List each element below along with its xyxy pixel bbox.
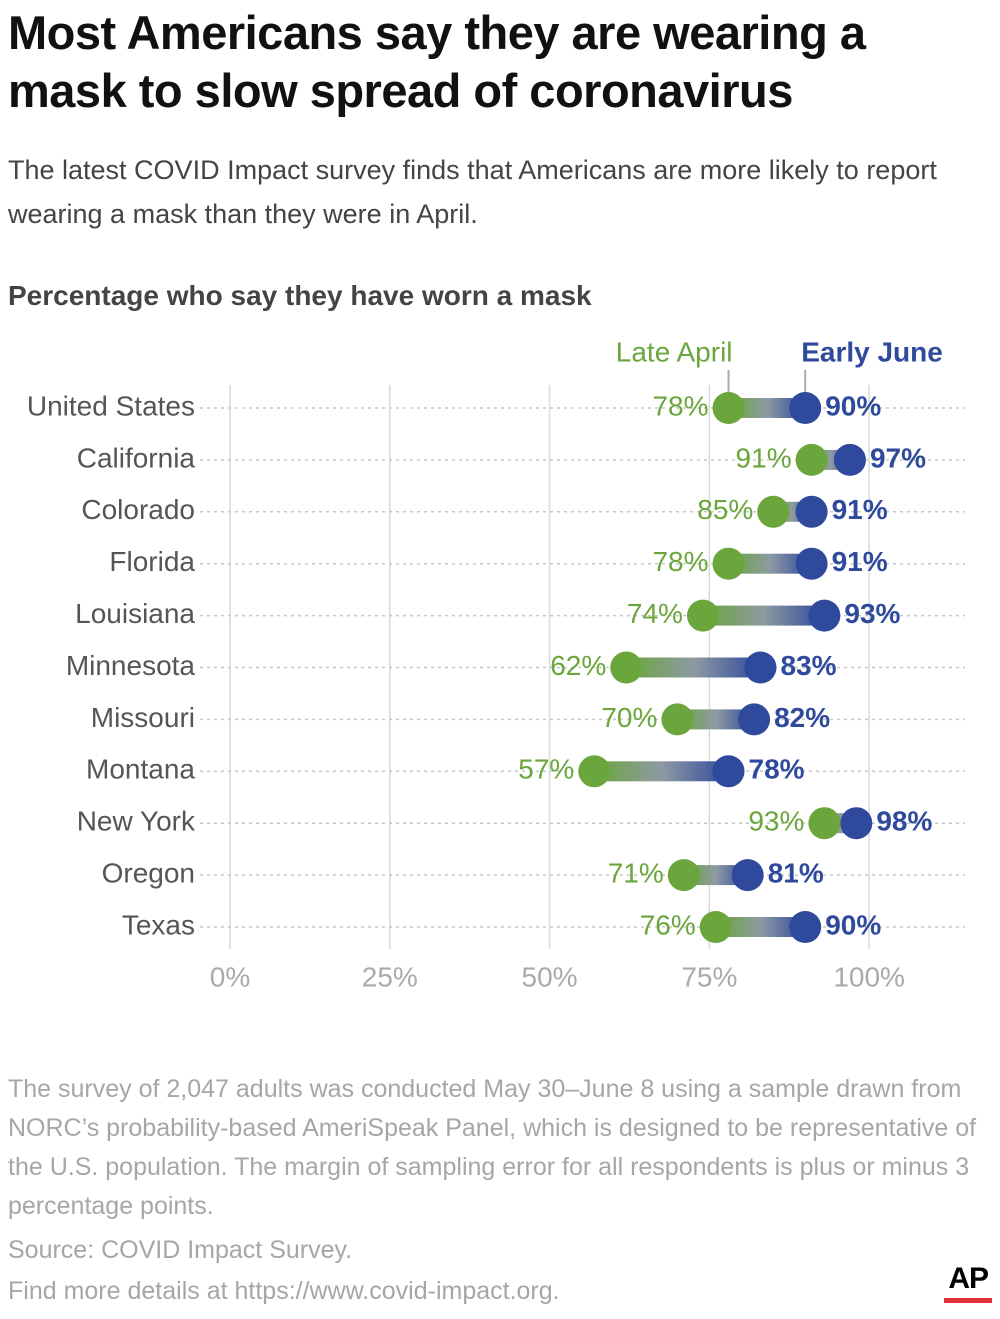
x-tick-label: 50%: [522, 961, 578, 992]
logo: AP: [944, 1262, 992, 1303]
category-label: Texas: [122, 909, 195, 940]
dot: [795, 547, 828, 580]
connector: [728, 398, 806, 418]
category-label: Colorado: [81, 494, 195, 525]
value-label: 97%: [870, 442, 926, 473]
value-label: 74%: [627, 598, 683, 629]
legend-label: Late April: [616, 336, 733, 367]
category-label: New York: [77, 806, 196, 837]
value-label: 71%: [608, 857, 664, 888]
value-label: 76%: [640, 909, 696, 940]
value-label: 90%: [825, 909, 881, 940]
category-label: Oregon: [102, 857, 195, 888]
value-label: 93%: [748, 806, 804, 837]
value-label: 91%: [736, 442, 792, 473]
x-tick-label: 0%: [210, 961, 250, 992]
connector: [677, 709, 755, 730]
subtitle: The latest COVID Impact survey finds tha…: [8, 155, 937, 229]
value-label: 93%: [844, 598, 900, 629]
dot: [578, 755, 611, 788]
category-label: United States: [27, 390, 195, 421]
dot: [795, 495, 828, 528]
connector: [702, 605, 825, 626]
connector: [728, 553, 812, 574]
connector: [715, 917, 806, 937]
value-label: 70%: [601, 702, 657, 733]
dot: [789, 911, 822, 943]
value-label: 85%: [697, 494, 753, 525]
value-label: 82%: [774, 702, 830, 733]
value-label: 62%: [550, 650, 606, 681]
value-label: 98%: [876, 806, 932, 837]
more-info: Find more details at https://www.covid-i…: [8, 1277, 560, 1305]
value-label: 78%: [652, 390, 708, 421]
dot: [840, 807, 873, 840]
value-label: 83%: [780, 650, 836, 681]
dot: [795, 443, 828, 476]
connector: [626, 657, 761, 678]
value-label: 78%: [652, 546, 708, 577]
footnote: The survey of 2,047 adults was conducted…: [8, 1075, 977, 1220]
category-label: Florida: [109, 546, 195, 577]
value-label: 91%: [832, 494, 888, 525]
category-label: California: [77, 442, 196, 473]
dot: [661, 703, 694, 736]
value-label: 81%: [768, 857, 824, 888]
chart-subtitle: Percentage who say they have worn a mask: [8, 280, 592, 311]
category-label: Louisiana: [75, 598, 195, 629]
title: Most Americans say they are wearing a ma…: [8, 6, 866, 117]
legend-label: Early June: [801, 336, 943, 367]
dot: [738, 703, 771, 736]
category-label: Montana: [86, 754, 195, 785]
dot: [610, 651, 643, 684]
dot: [833, 443, 866, 476]
value-label: 91%: [832, 546, 888, 577]
value-label: 57%: [518, 754, 574, 785]
dot: [686, 599, 719, 632]
dot: [744, 651, 777, 684]
connector: [683, 865, 748, 886]
dot: [789, 392, 822, 424]
value-label: 90%: [825, 390, 881, 421]
dot: [757, 495, 790, 528]
dot: [808, 807, 841, 840]
x-tick-label: 100%: [833, 961, 905, 992]
connector: [594, 761, 729, 782]
dot: [712, 547, 745, 580]
category-label: Minnesota: [66, 650, 196, 681]
dot: [731, 859, 764, 892]
value-label: 78%: [749, 754, 805, 785]
source: Source: COVID Impact Survey.: [8, 1236, 353, 1264]
x-tick-label: 25%: [362, 961, 418, 992]
category-label: Missouri: [91, 702, 195, 733]
x-tick-label: 75%: [681, 961, 737, 992]
dot: [712, 755, 745, 788]
dot: [712, 392, 745, 424]
dot: [699, 911, 732, 943]
dot: [808, 599, 841, 632]
dot: [667, 859, 700, 892]
